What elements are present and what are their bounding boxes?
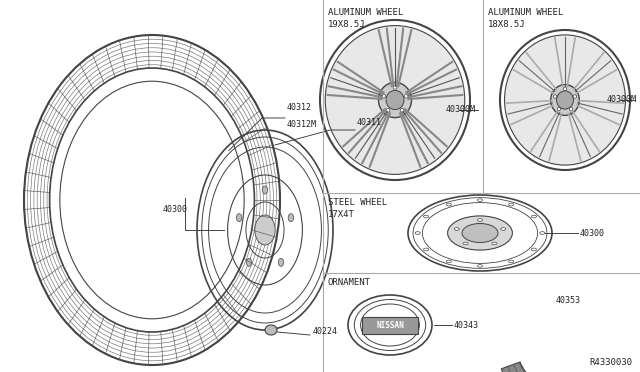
Ellipse shape [554,95,557,98]
Ellipse shape [386,108,390,112]
Text: 40311: 40311 [357,118,382,127]
Text: ALUMINUM WHEEL
18X8.5J: ALUMINUM WHEEL 18X8.5J [488,8,563,29]
Ellipse shape [557,91,573,109]
Ellipse shape [531,248,536,251]
Text: R4330030: R4330030 [589,358,632,367]
Text: ORNAMENT: ORNAMENT [328,278,371,287]
Ellipse shape [288,214,294,222]
Ellipse shape [500,228,506,230]
Ellipse shape [454,228,460,230]
Ellipse shape [492,242,497,245]
Ellipse shape [325,26,465,174]
Text: STEEL WHEEL
17X4T: STEEL WHEEL 17X4T [328,198,387,219]
Ellipse shape [378,83,412,118]
Ellipse shape [573,95,577,98]
Ellipse shape [246,259,252,266]
Ellipse shape [404,94,408,98]
Ellipse shape [415,232,420,234]
Ellipse shape [540,232,545,234]
Ellipse shape [550,84,579,115]
Ellipse shape [531,215,536,218]
Wedge shape [501,362,536,372]
Ellipse shape [504,35,625,165]
Ellipse shape [236,214,242,222]
Ellipse shape [563,87,566,90]
Ellipse shape [557,107,561,111]
Ellipse shape [509,203,514,206]
FancyBboxPatch shape [362,317,419,334]
Text: 40300M: 40300M [446,106,476,115]
Ellipse shape [386,90,404,110]
Ellipse shape [400,108,404,112]
Ellipse shape [477,199,483,202]
Text: 40300: 40300 [580,228,605,237]
Ellipse shape [477,219,483,221]
Ellipse shape [463,242,468,245]
Text: NISSAN: NISSAN [376,321,404,330]
Ellipse shape [477,264,483,267]
Ellipse shape [446,203,451,206]
Ellipse shape [262,186,268,194]
Ellipse shape [462,224,498,243]
Text: 40300M: 40300M [607,96,637,105]
Ellipse shape [424,215,429,218]
Ellipse shape [381,94,385,98]
Ellipse shape [265,325,277,335]
Ellipse shape [255,215,275,245]
Ellipse shape [424,248,429,251]
Text: 40353: 40353 [556,296,580,305]
Ellipse shape [509,260,514,263]
Ellipse shape [570,107,573,111]
Ellipse shape [278,259,284,266]
Ellipse shape [393,85,397,89]
Ellipse shape [447,216,513,250]
Text: 40300: 40300 [163,205,188,214]
Text: 40343: 40343 [454,321,479,330]
Ellipse shape [446,260,451,263]
Text: ALUMINUM WHEEL
19X8.5J: ALUMINUM WHEEL 19X8.5J [328,8,403,29]
Text: 40312M: 40312M [287,120,317,129]
Text: 40224: 40224 [313,327,338,337]
Text: 40312: 40312 [287,103,312,112]
